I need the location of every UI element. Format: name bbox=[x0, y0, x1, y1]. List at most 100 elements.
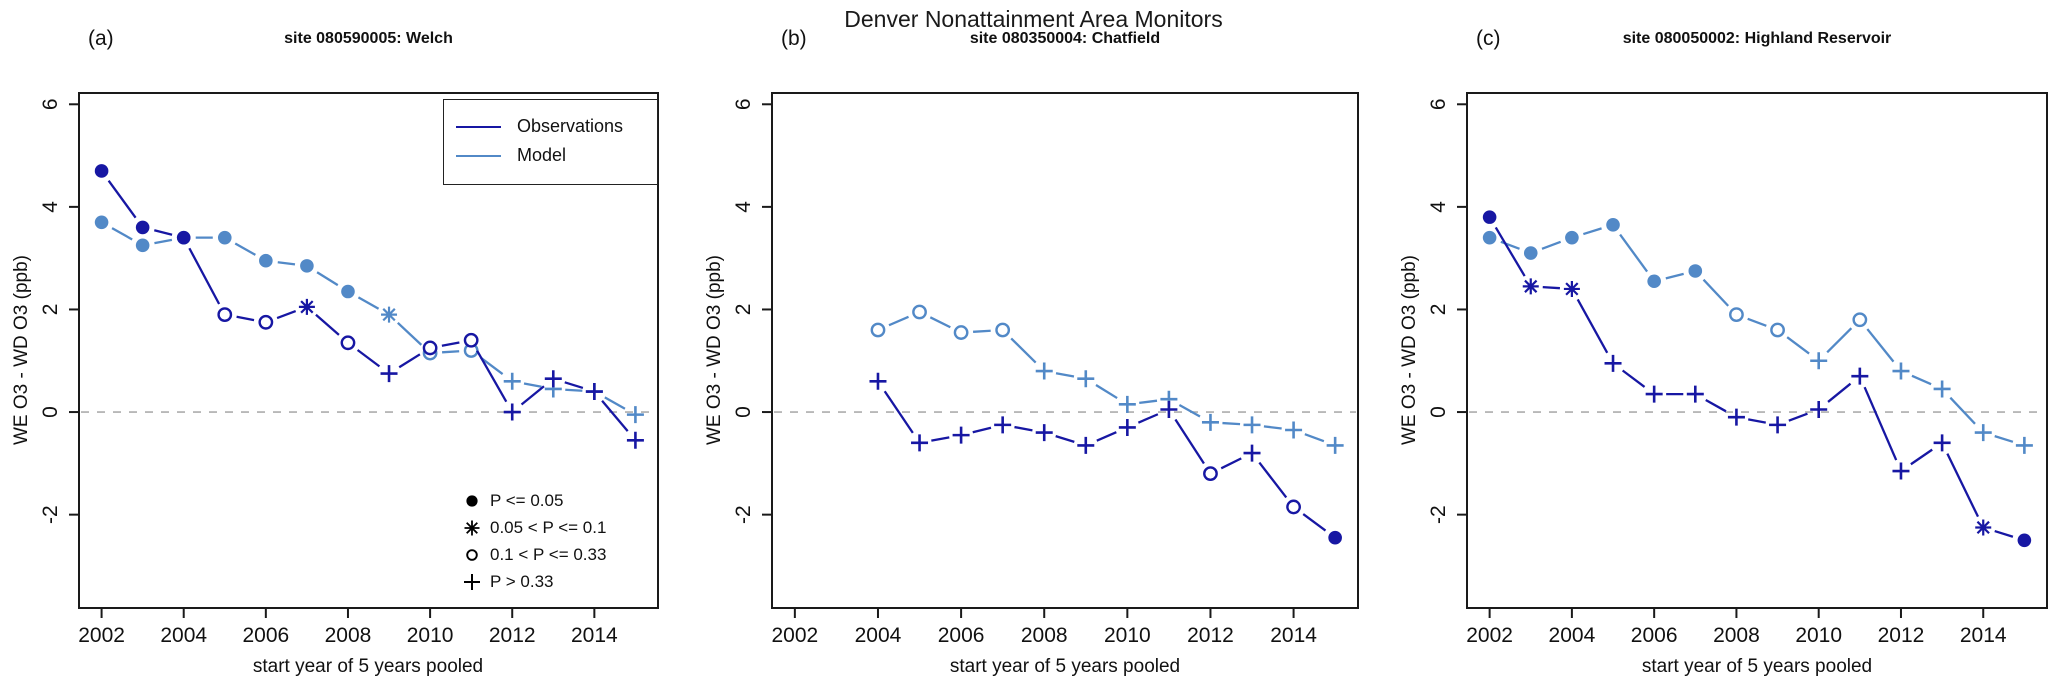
y-tick-label: 6 bbox=[1427, 98, 1450, 110]
series-segment bbox=[1263, 425, 1282, 430]
series-segment bbox=[1747, 317, 1767, 327]
x-tick-label: 2014 bbox=[1270, 624, 1317, 647]
series-segment bbox=[315, 313, 340, 336]
data-point-marker bbox=[1604, 354, 1622, 372]
series-segment bbox=[973, 329, 991, 333]
data-point-marker bbox=[1974, 424, 1992, 442]
series-observations bbox=[1482, 210, 2032, 548]
y-tick-label: 0 bbox=[39, 406, 62, 418]
series-model bbox=[1482, 218, 2033, 454]
legend-label: Model bbox=[517, 145, 567, 165]
data-point-marker bbox=[995, 322, 1011, 338]
panel-b-letter: (b) bbox=[781, 27, 807, 50]
y-tick-label: -2 bbox=[732, 505, 755, 524]
panel-plot-area: 2002 2004 2006 2008 2010 2012 2014 -2 0 2 4 6 bbox=[39, 92, 659, 647]
x-tick-label: 2012 bbox=[1878, 624, 1925, 647]
series-segment bbox=[1994, 435, 2014, 443]
y-tick-label: 2 bbox=[1427, 304, 1450, 316]
data-point-marker bbox=[1077, 370, 1095, 388]
y-tick-label: 4 bbox=[39, 201, 62, 213]
data-point-marker bbox=[503, 403, 521, 421]
series-segment bbox=[442, 350, 460, 354]
data-point-marker bbox=[380, 365, 398, 383]
series-segment bbox=[1174, 418, 1205, 465]
filled-circle-icon bbox=[458, 490, 486, 512]
data-point-marker bbox=[585, 383, 603, 401]
x-tick-label: 2002 bbox=[78, 624, 125, 647]
panel-b-title: site 080350004: Chatfield bbox=[969, 30, 1161, 47]
plot-frame bbox=[771, 92, 1359, 609]
series-segment bbox=[1619, 233, 1649, 273]
x-tick-label: 2004 bbox=[160, 624, 207, 647]
data-point-marker bbox=[340, 335, 356, 351]
data-point-marker bbox=[1035, 362, 1053, 380]
series-segment bbox=[972, 426, 992, 434]
x-axis-label: start year of 5 years pooled bbox=[1642, 656, 1872, 677]
series-segment bbox=[1702, 278, 1730, 307]
x-tick-label: 2012 bbox=[1187, 624, 1234, 647]
series-segment bbox=[1220, 457, 1242, 470]
y-tick-label: 6 bbox=[732, 98, 755, 110]
series-segment bbox=[1055, 435, 1075, 443]
panel-c-letter: (c) bbox=[1476, 27, 1501, 50]
y-tick-label: -2 bbox=[39, 505, 62, 524]
legend-row-model: Model bbox=[444, 141, 657, 170]
series-segment bbox=[476, 350, 508, 403]
x-tick-label: 2002 bbox=[771, 624, 818, 647]
data-point-marker bbox=[1892, 362, 1910, 380]
data-point-marker bbox=[381, 306, 398, 323]
series-segment bbox=[107, 179, 137, 219]
series-segment bbox=[1994, 529, 2014, 538]
series-segment bbox=[1014, 425, 1033, 432]
series-segment bbox=[1096, 431, 1117, 442]
data-point-marker bbox=[1933, 380, 1951, 398]
data-point-marker bbox=[1243, 444, 1261, 462]
series-segment bbox=[1786, 336, 1810, 355]
y-tick-label: 0 bbox=[1427, 406, 1450, 418]
series-segment bbox=[1946, 453, 1980, 518]
data-point-marker bbox=[135, 238, 150, 253]
series-segment bbox=[1910, 448, 1933, 466]
data-point-marker bbox=[298, 298, 315, 315]
series-segment bbox=[520, 385, 545, 406]
data-point-marker bbox=[953, 325, 969, 340]
data-point-marker bbox=[1892, 462, 1910, 480]
data-point-marker bbox=[544, 370, 562, 388]
pvalue-legend-label: 0.1 < P <= 0.33 bbox=[490, 544, 607, 564]
data-point-marker bbox=[952, 426, 970, 444]
data-point-marker bbox=[1688, 264, 1703, 278]
series-segment bbox=[480, 356, 504, 376]
series-segment bbox=[277, 261, 296, 266]
series-segment bbox=[1222, 421, 1241, 426]
data-point-marker bbox=[94, 164, 109, 178]
series-segment bbox=[1494, 226, 1526, 277]
panel-plot-area: 2002 2004 2006 2008 2010 2012 2014 -2 0 2 4 6 bbox=[732, 92, 1359, 647]
series-segment bbox=[1139, 399, 1158, 405]
plus-icon bbox=[458, 571, 486, 593]
data-point-marker bbox=[1686, 385, 1704, 403]
plot-frame bbox=[78, 92, 659, 609]
series-segment bbox=[523, 382, 542, 388]
y-axis-label: WE O3 - WD O3 (ppb) bbox=[11, 255, 32, 445]
data-point-marker bbox=[1118, 395, 1136, 413]
data-point-marker bbox=[1645, 385, 1663, 403]
series-segment bbox=[154, 238, 173, 245]
x-tick-label: 2006 bbox=[242, 624, 289, 647]
data-point-marker bbox=[259, 253, 273, 268]
x-tick-label: 2014 bbox=[1960, 624, 2007, 647]
data-point-marker bbox=[1326, 436, 1344, 454]
x-axis-label: start year of 5 years pooled bbox=[253, 656, 483, 677]
panel-a-title: site 080590005: Welch bbox=[284, 30, 453, 47]
data-point-marker bbox=[1729, 307, 1744, 322]
data-point-marker bbox=[1285, 421, 1303, 439]
series-segment bbox=[883, 390, 914, 434]
x-tick-label: 2004 bbox=[855, 624, 902, 647]
pvalue-legend-label: P > 0.33 bbox=[490, 571, 554, 591]
x-tick-label: 2004 bbox=[1549, 624, 1596, 647]
series-segment bbox=[601, 399, 629, 432]
data-point-marker bbox=[1563, 280, 1580, 297]
panel-plot-area: 2002 2004 2006 2008 2010 2012 2014 -2 0 2 4 6 bbox=[1427, 92, 2048, 647]
